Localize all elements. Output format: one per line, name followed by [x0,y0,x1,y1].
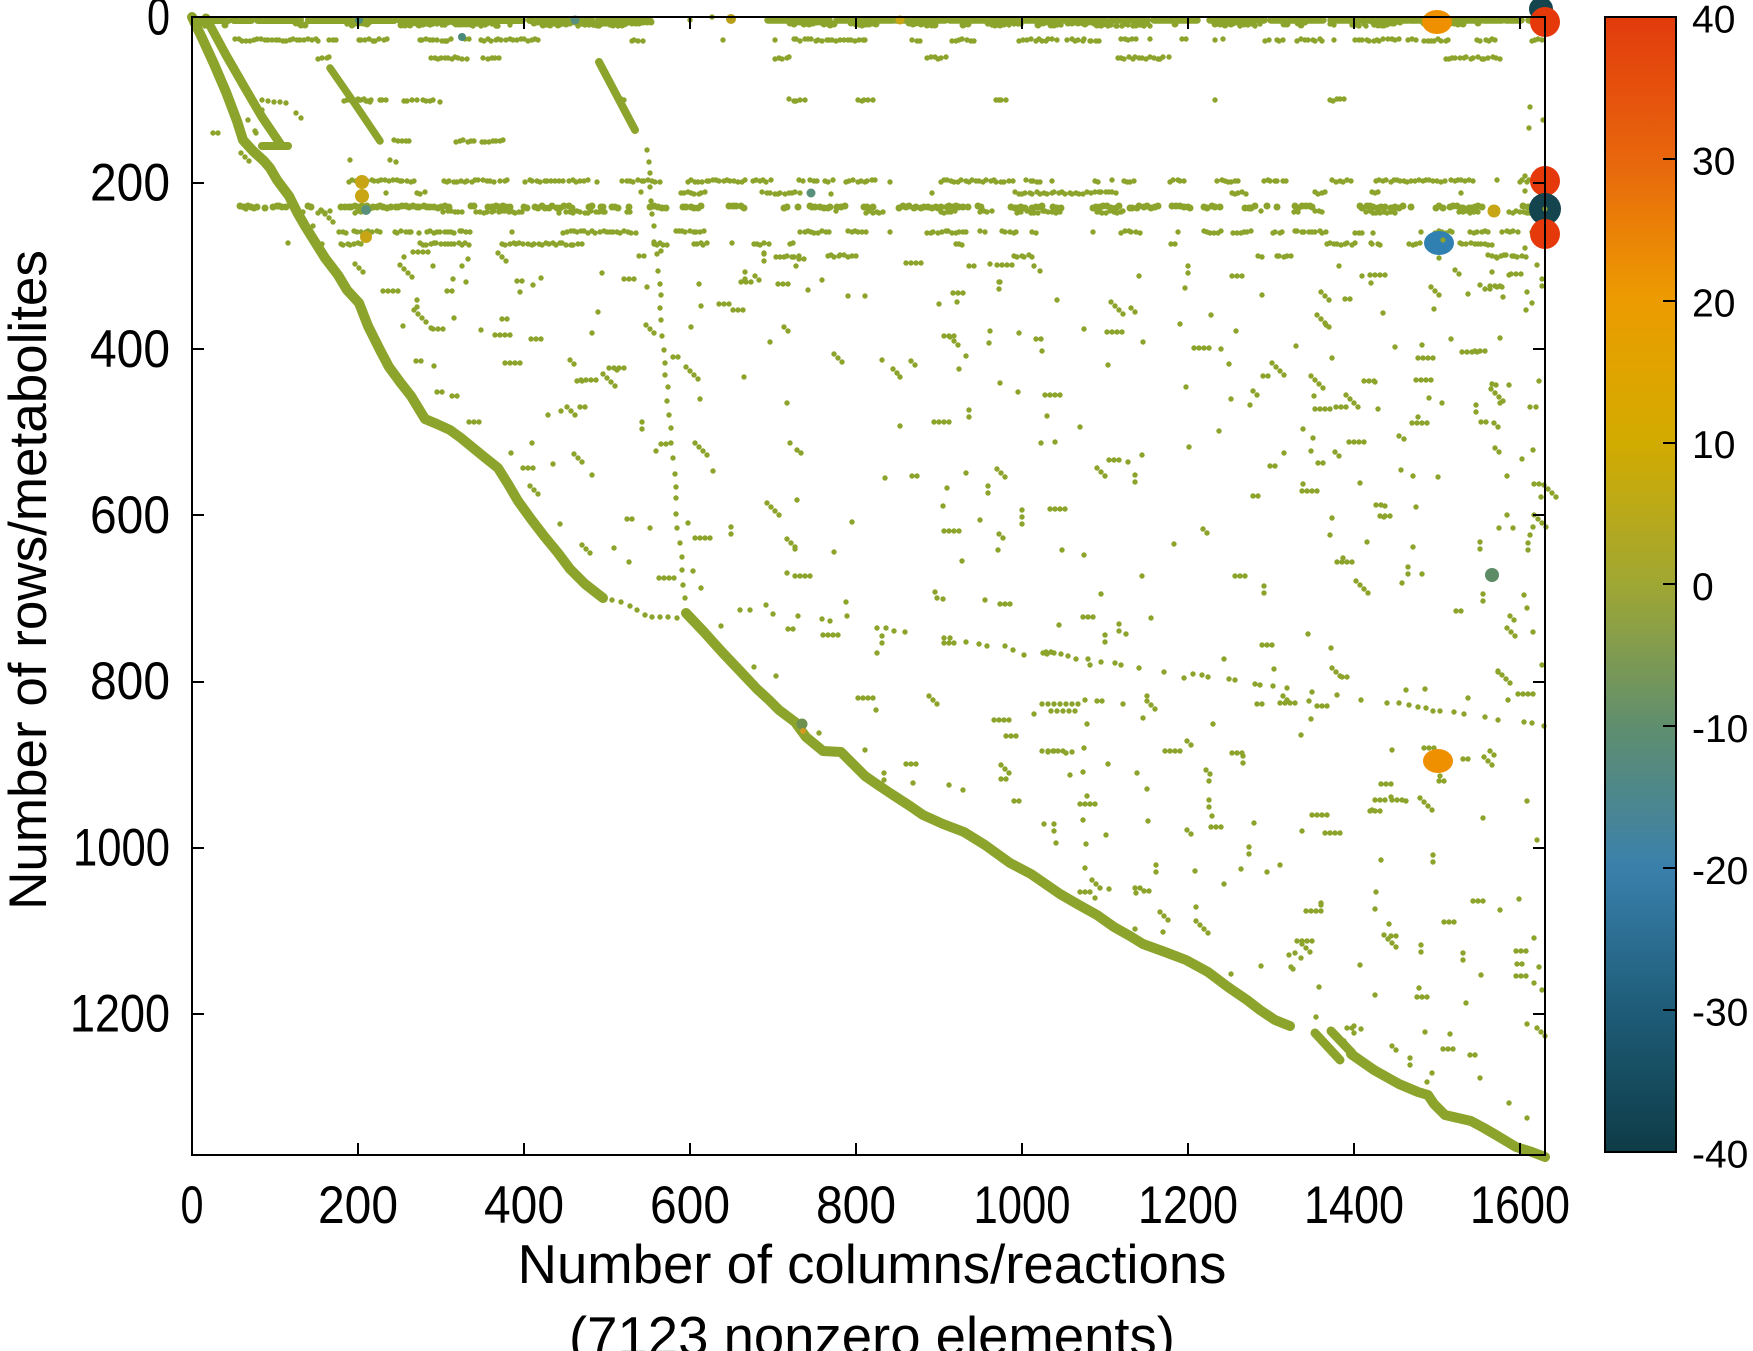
svg-text:Number of columns/reactions: Number of columns/reactions [518,1234,1227,1295]
svg-text:1200: 1200 [70,984,170,1043]
svg-text:600: 600 [90,486,170,545]
svg-text:-20: -20 [1692,850,1748,893]
svg-text:800: 800 [816,1176,896,1235]
svg-text:1600: 1600 [1470,1176,1570,1235]
svg-text:600: 600 [650,1176,730,1235]
svg-text:1000: 1000 [73,818,170,877]
svg-text:(7123 nonzero elements): (7123 nonzero elements) [569,1306,1175,1351]
svg-text:-40: -40 [1692,1134,1748,1177]
svg-text:1000: 1000 [974,1176,1071,1235]
svg-text:200: 200 [318,1176,398,1235]
svg-text:0: 0 [147,0,170,47]
svg-text:0: 0 [181,1176,204,1235]
svg-text:40: 40 [1692,0,1735,42]
svg-text:200: 200 [90,154,170,213]
svg-text:-30: -30 [1692,992,1748,1035]
svg-text:0: 0 [1692,566,1714,609]
svg-text:Number of rows/metabolites: Number of rows/metabolites [0,250,58,910]
svg-text:400: 400 [90,320,170,379]
svg-text:-10: -10 [1692,708,1748,751]
svg-text:400: 400 [484,1176,564,1235]
svg-text:20: 20 [1692,282,1735,325]
svg-text:800: 800 [90,652,170,711]
svg-text:1200: 1200 [1138,1176,1238,1235]
svg-text:1400: 1400 [1304,1176,1404,1235]
svg-text:30: 30 [1692,140,1735,183]
svg-text:10: 10 [1692,424,1735,467]
